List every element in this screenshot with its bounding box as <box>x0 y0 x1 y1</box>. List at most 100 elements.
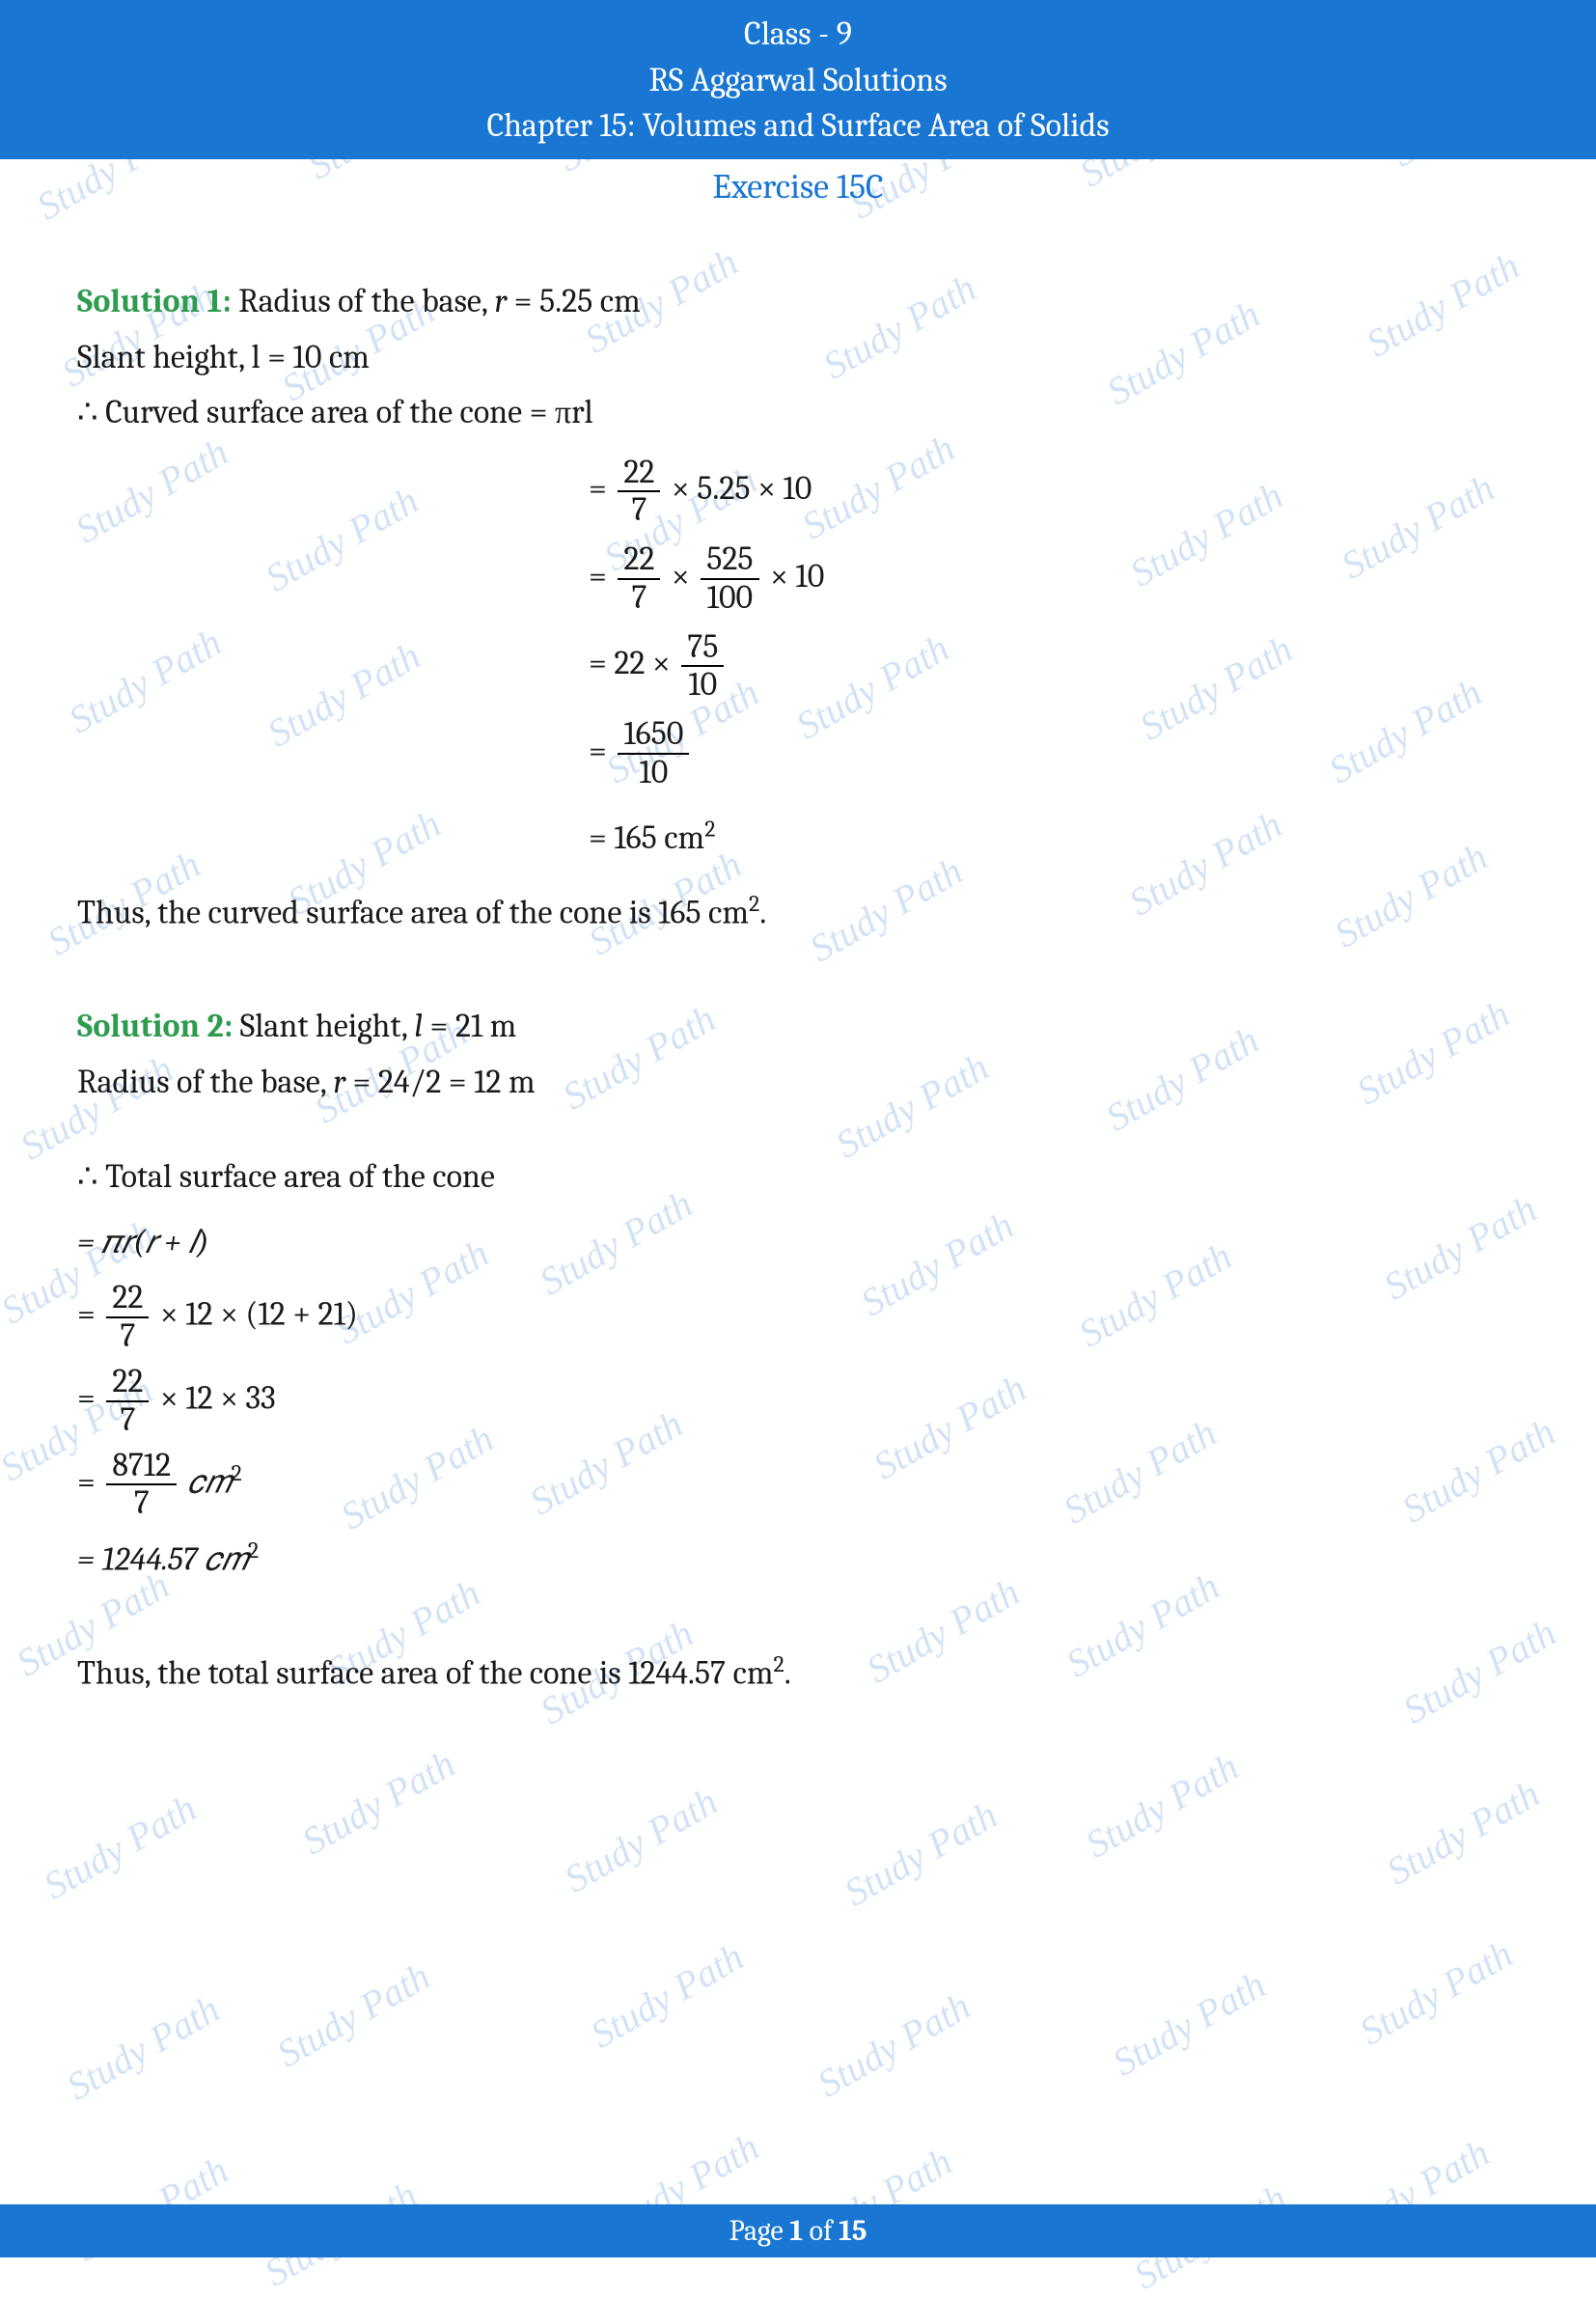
numerator: 22 <box>106 1280 149 1317</box>
unit: 𝑐𝑚 <box>180 1462 231 1501</box>
watermark-text: Study Path <box>59 1986 228 2110</box>
denominator: 10 <box>681 667 724 703</box>
solution2-eq5: = 1244.57 𝑐𝑚2 <box>77 1532 1519 1588</box>
eq-text: = <box>589 469 614 508</box>
denominator: 100 <box>701 580 758 616</box>
watermark-text: Study Path <box>810 1982 978 2106</box>
header-chapter: Chapter 15: Volumes and Surface Area of … <box>0 103 1596 150</box>
denominator: 7 <box>618 580 660 616</box>
numerator: 22 <box>618 541 660 579</box>
exercise-title: Exercise 15C <box>0 167 1596 207</box>
numerator: 525 <box>701 541 758 579</box>
eq-text: × 5.25 × 10 <box>664 469 812 508</box>
eq-text: × 12 × (12 + 21) <box>152 1295 357 1334</box>
header-book: RS Aggarwal Solutions <box>0 58 1596 104</box>
eq-text: = 165 cm <box>589 818 704 857</box>
superscript: 2 <box>704 817 715 843</box>
eq-text: = <box>77 1379 102 1418</box>
denominator: 7 <box>106 1485 177 1521</box>
superscript: 2 <box>231 1460 241 1486</box>
numerator: 1650 <box>618 716 689 754</box>
eq-text: = <box>589 557 614 595</box>
watermark-text: Study Path <box>837 1791 1005 1915</box>
solution2-eq1: = 𝜋𝑟(𝑟 + 𝑙) <box>77 1215 1519 1271</box>
denominator: 7 <box>618 492 660 528</box>
footer-total: 15 <box>839 2214 867 2248</box>
solution2-conclusion: Thus, the total surface area of the cone… <box>77 1646 1519 1702</box>
page-content: Solution 1: Radius of the base, r = 5.25… <box>0 207 1596 1702</box>
watermark-text: Study Path <box>1078 1743 1247 1867</box>
var: l <box>414 1007 423 1045</box>
solution1-line1-val: = 5.25 cm <box>507 282 641 320</box>
solution2-eq3: = 227 × 12 × 33 <box>77 1364 1519 1438</box>
watermark-text: Study Path <box>294 1741 463 1865</box>
eq-text: = <box>589 732 614 770</box>
solution1-eq3: = 22 × 7510 <box>589 625 1519 703</box>
footer-text: Page <box>729 2214 790 2248</box>
spacer <box>77 1597 1519 1646</box>
watermark-text: Study Path <box>1105 1961 1274 2085</box>
spacer <box>77 1111 1519 1149</box>
text: Slant height, <box>233 1007 414 1045</box>
solution2-eq2: = 227 × 12 × (12 + 21) <box>77 1280 1519 1354</box>
footer-banner: Page 1 of 15 <box>0 2204 1596 2257</box>
solution1-label: Solution 1: <box>77 282 232 320</box>
watermark-text: Study Path <box>1352 1930 1521 2054</box>
eq-text: = 1244.57 𝑐𝑚 <box>77 1539 248 1578</box>
fraction: 227 <box>618 541 660 616</box>
var: r <box>333 1063 345 1101</box>
solution2-line3: ∴ Total surface area of the cone <box>77 1149 1519 1205</box>
solution1-equations: = 227 × 5.25 × 10 = 227 × 525100 × 10 = … <box>589 451 1519 875</box>
watermark-text: Study Path <box>557 1779 726 1902</box>
fraction: 165010 <box>618 716 689 790</box>
text: . <box>759 894 766 932</box>
fraction: 227 <box>106 1364 149 1438</box>
text: Thus, the total surface area of the cone… <box>77 1653 773 1692</box>
text: Thus, the curved surface area of the con… <box>77 894 749 932</box>
fraction: 227 <box>618 455 660 529</box>
solution1-line1-var: r <box>494 282 507 320</box>
header-banner: Class - 9 RS Aggarwal Solutions Chapter … <box>0 0 1596 159</box>
header-class: Class - 9 <box>0 12 1596 58</box>
eq-text: = <box>77 1462 102 1501</box>
text: = 21 m <box>423 1007 516 1045</box>
superscript: 2 <box>749 891 759 917</box>
footer-page-num: 1 <box>789 2214 803 2248</box>
denominator: 10 <box>618 755 689 790</box>
numerator: 22 <box>618 455 660 492</box>
eq-text: × 12 × 33 <box>152 1379 275 1418</box>
superscript: 2 <box>248 1537 259 1564</box>
solution1-line2: Slant height, l = 10 cm <box>77 330 1519 386</box>
eq-text: = 22 × <box>589 644 677 682</box>
solution2-line1: Solution 2: Slant height, l = 21 m <box>77 999 1519 1055</box>
denominator: 7 <box>106 1402 149 1438</box>
watermark-text: Study Path <box>36 1786 205 1909</box>
solution1-line3: ∴ Curved surface area of the cone = πrl <box>77 385 1519 441</box>
solution2-line2: Radius of the base, r = 24/2 = 12 m <box>77 1055 1519 1111</box>
solution1-eq1: = 227 × 5.25 × 10 <box>589 451 1519 528</box>
eq-text: × <box>664 557 697 595</box>
solution2-eq4: = 87127 𝑐𝑚2 <box>77 1448 1519 1522</box>
text: = 24/2 = 12 m <box>345 1063 536 1101</box>
eq-text: = <box>77 1295 102 1334</box>
footer-text: of <box>803 2214 839 2248</box>
fraction: 227 <box>106 1280 149 1354</box>
text: . <box>784 1653 791 1692</box>
fraction: 87127 <box>106 1448 177 1522</box>
solution1-line1-text: Radius of the base, <box>232 282 495 320</box>
denominator: 7 <box>106 1318 149 1354</box>
solution1-eq2: = 227 × 525100 × 10 <box>589 539 1519 616</box>
watermark-text: Study Path <box>583 1934 752 2058</box>
watermark-text: Study Path <box>1379 1770 1548 1894</box>
solution1-eq4: = 165010 <box>589 713 1519 790</box>
text: Radius of the base, <box>77 1063 333 1101</box>
superscript: 2 <box>773 1651 784 1677</box>
watermark-text: Study Path <box>269 1953 438 2077</box>
eq-text: × 10 <box>763 557 825 595</box>
fraction: 7510 <box>681 629 724 704</box>
solution1-conclusion: Thus, the curved surface area of the con… <box>77 885 1519 941</box>
solution2-label: Solution 2: <box>77 1007 233 1045</box>
solution1-eq5: = 165 cm2 <box>589 800 1519 875</box>
numerator: 22 <box>106 1364 149 1401</box>
spacer <box>77 941 1519 999</box>
